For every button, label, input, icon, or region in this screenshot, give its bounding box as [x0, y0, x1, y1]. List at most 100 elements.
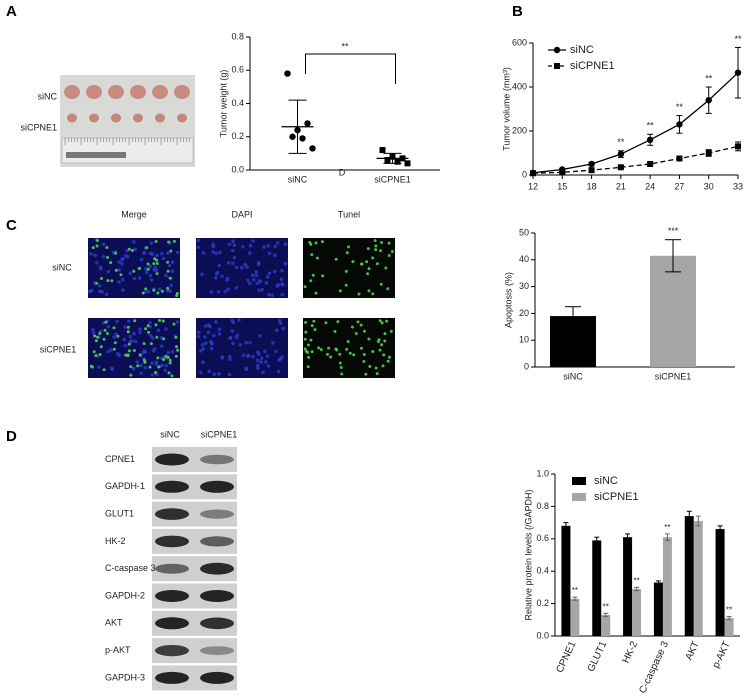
tunel-cell [314, 241, 318, 245]
tumor [111, 113, 121, 123]
tunel-cell [126, 325, 130, 329]
bar [662, 537, 672, 636]
tunel-cell [371, 349, 375, 353]
tunel-cell [166, 269, 170, 273]
nucleus [206, 330, 211, 335]
tunel-cell [152, 262, 156, 266]
nucleus [130, 339, 134, 343]
y-tick-label: 0.8 [231, 31, 244, 41]
tunel-cell [313, 328, 317, 332]
nucleus [132, 240, 136, 244]
tunel-cell [91, 246, 95, 250]
tumor [89, 113, 99, 123]
tunel-cell [382, 353, 386, 357]
nucleus [196, 238, 201, 243]
nucleus [232, 243, 237, 247]
nucleus [139, 257, 144, 262]
significance: ** [603, 602, 609, 611]
nucleus [143, 365, 147, 370]
tunel-cell [383, 339, 387, 343]
ruler [61, 137, 194, 164]
y-tick-label: 200 [512, 125, 527, 135]
nucleus [246, 353, 251, 358]
tunel-cell [109, 261, 113, 265]
marker [735, 143, 741, 150]
marker [705, 150, 712, 156]
nucleus [266, 244, 271, 248]
tunel-cell [167, 240, 171, 244]
tunel-cell [378, 319, 382, 323]
nucleus [274, 349, 278, 354]
tunel-cell [320, 240, 324, 244]
tunel-cell [168, 358, 172, 362]
nucleus [255, 358, 260, 363]
nucleus [211, 244, 216, 249]
tunel-cell [167, 371, 171, 375]
micro-row-label: siNC [52, 262, 72, 272]
nucleus [217, 331, 222, 336]
x-tick-label: siCPNE1 [374, 174, 411, 184]
nucleus [200, 343, 205, 347]
tunel-cell [174, 335, 178, 339]
nucleus [231, 239, 235, 244]
tunel-cell [378, 348, 382, 352]
nucleus [203, 335, 207, 339]
tunel-cell [366, 272, 370, 276]
tunel-cell [371, 292, 375, 296]
tunel-cell [98, 331, 102, 335]
tunel-cell [338, 352, 342, 356]
blot-band [155, 453, 189, 466]
nucleus [265, 275, 270, 279]
tunel-cell [154, 323, 158, 327]
tunel-cell [170, 374, 174, 378]
tunel-cell [100, 277, 104, 281]
tunel-cell [95, 335, 99, 339]
marker [588, 167, 595, 174]
tunel-cell [303, 347, 307, 351]
marker [394, 158, 401, 165]
tunel-cell [359, 346, 363, 350]
nucleus [232, 255, 237, 260]
tunel-cell [306, 365, 310, 369]
nucleus [95, 260, 99, 265]
bar [724, 618, 734, 636]
blot-band [155, 535, 189, 548]
nucleus [101, 254, 106, 259]
nucleus [280, 268, 284, 273]
tunel-cell [112, 326, 116, 330]
tunel-cell [367, 267, 371, 271]
nucleus [167, 263, 172, 268]
marker [404, 160, 411, 167]
legend-label: siNC [570, 44, 594, 56]
nucleus [196, 330, 201, 335]
marker [553, 46, 561, 54]
tunel-cell [334, 257, 338, 261]
y-tick-label: 10 [519, 335, 529, 345]
tunel-cell [130, 248, 134, 252]
nucleus [231, 341, 235, 346]
nucleus [196, 245, 200, 250]
tunel-cell [303, 337, 307, 341]
tunel-cell [310, 324, 314, 328]
blot-band [155, 645, 189, 657]
tunel-cell [365, 260, 369, 264]
tunel-cell [312, 319, 316, 323]
significance: *** [668, 226, 679, 236]
blot-band [155, 617, 189, 630]
nucleus [135, 360, 140, 364]
tunel-cell [132, 348, 136, 352]
tunel-cell [142, 342, 146, 346]
tunel-cell [126, 353, 130, 357]
legend-label: siCPNE1 [594, 491, 639, 503]
blot-band [200, 454, 234, 465]
y-tick-label: 0.6 [536, 533, 549, 543]
tunel-cell [386, 359, 390, 363]
nucleus [275, 241, 280, 245]
blot-band [155, 563, 189, 574]
tunel-cell [375, 372, 379, 376]
nucleus [255, 281, 260, 286]
nucleus [132, 276, 137, 281]
panel-label: A [6, 3, 17, 20]
tunel-cell [379, 282, 383, 286]
tumor [177, 113, 187, 123]
